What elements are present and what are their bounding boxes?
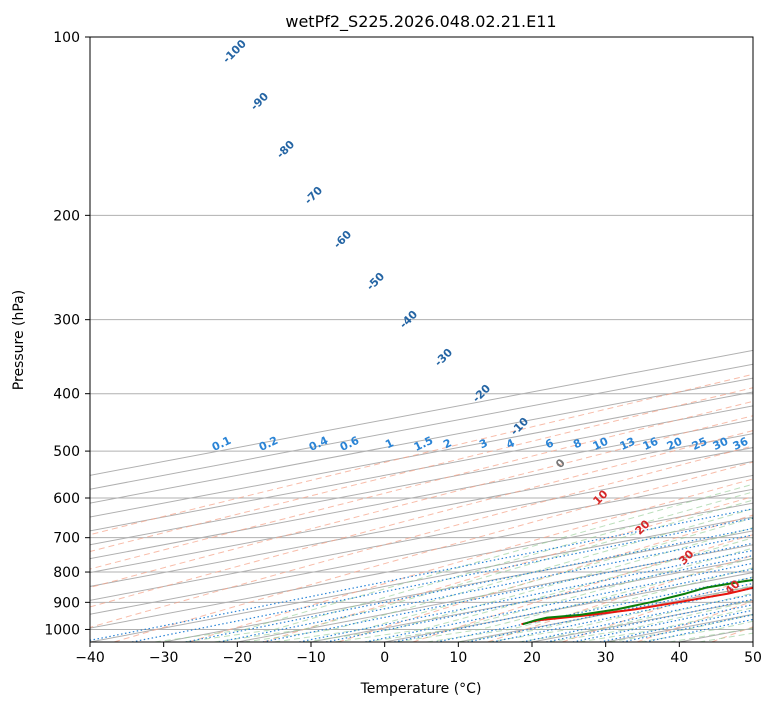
y-tick-label: 1000: [44, 622, 80, 638]
x-axis-title: Temperature (°C): [360, 681, 482, 697]
y-tick-label: 500: [53, 444, 80, 460]
x-tick-label: 30: [597, 650, 615, 666]
isotherm-line: [163, 530, 753, 642]
isotherm-line: [90, 419, 753, 546]
x-tick-label: −10: [296, 650, 326, 666]
plot-frame: [89, 36, 754, 643]
y-tick-label: 800: [53, 565, 80, 581]
moist-adiabat: [184, 491, 753, 642]
mixing-ratio-line: [521, 593, 753, 642]
x-tick-label: 50: [744, 650, 762, 666]
isopleth-labels: -100-90-80-70-60-50-40-30-20-100.1 0.2 0.4…: [210, 37, 751, 598]
isotherm-line: [90, 433, 753, 560]
mixing-ratio-label: 13: [618, 435, 637, 453]
mixing-ratio-line: [131, 517, 753, 642]
x-tick-label: −30: [149, 650, 179, 666]
y-tick-label: 900: [53, 595, 80, 611]
x-axis: −40 −30 −20 −10 0 10 20 30 40 50: [75, 642, 762, 666]
mixing-ratio-label: 30: [711, 435, 731, 453]
mixing-ratio-label: 20: [665, 435, 685, 453]
mixing-ratio-line: [546, 598, 753, 642]
isotherm-line: [90, 516, 753, 642]
dry-adiabat: [90, 445, 753, 628]
dry-adiabat: [90, 415, 753, 588]
moist-adiabats: [154, 483, 753, 642]
x-tick-label: 20: [523, 650, 541, 666]
moist-adiabat: [396, 557, 753, 642]
moist-adiabat: [518, 592, 753, 642]
isotherm-line: [90, 460, 753, 587]
mixing-ratio-line: [365, 562, 753, 642]
mixing-ratio-label: 16: [641, 435, 661, 453]
y-tick-label: 100: [53, 30, 80, 46]
x-tick-label: 10: [449, 650, 467, 666]
moist-adiabat: [154, 483, 753, 642]
x-tick-label: −20: [223, 650, 253, 666]
mixing-ratio-label: 10: [591, 435, 611, 453]
y-tick-label: 600: [53, 491, 80, 507]
moist-adiabat: [365, 547, 753, 642]
y-axis-title: Pressure (hPa): [11, 290, 27, 390]
y-tick-label: 300: [53, 313, 80, 329]
chart-title: wetPf2_S225.2026.048.02.21.E11: [285, 12, 556, 32]
x-tick-label: 40: [670, 650, 688, 666]
y-tick-label: 700: [53, 531, 80, 547]
dry-adiabat: [90, 387, 753, 553]
y-axis: 100 200 300 400 500 600 700 800 900 1000: [44, 30, 90, 638]
isotherm-line: [90, 502, 753, 629]
mixing-ratio-line: [218, 534, 753, 642]
y-tick-label: 200: [53, 208, 80, 224]
moist-adiabat: [426, 567, 753, 642]
x-tick-label: 0: [380, 650, 389, 666]
isotherm-line: [90, 488, 753, 615]
isotherm-line: [90, 474, 753, 601]
mixing-ratio-line: [492, 587, 753, 642]
mixing-ratio-line: [467, 582, 753, 642]
x-tick-label: −40: [75, 650, 105, 666]
isotherm-line: [90, 447, 753, 574]
dry-adiabat: [90, 400, 753, 570]
mixing-ratio-line: [90, 508, 753, 641]
dry-adiabat: [487, 554, 753, 642]
moist-adiabat: [214, 499, 753, 642]
mixing-ratio-label: 25: [690, 435, 709, 453]
dry-adiabat: [263, 496, 753, 642]
y-tick-label: 400: [53, 387, 80, 403]
mixing-ratio-label: 36: [731, 435, 751, 453]
dry-adiabat: [90, 430, 753, 608]
isotherm-lines: [90, 349, 753, 642]
